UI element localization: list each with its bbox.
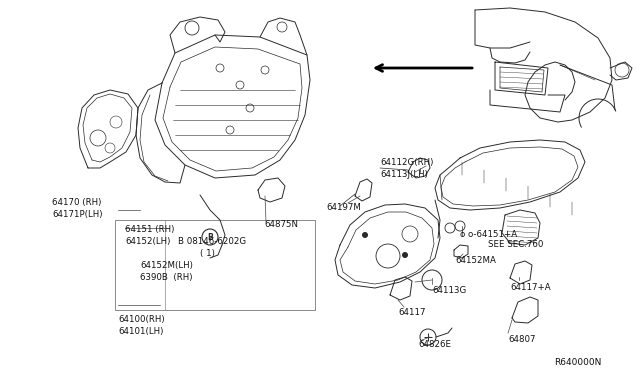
Text: 64807: 64807 (508, 335, 536, 344)
Text: 64151 (RH): 64151 (RH) (125, 225, 174, 234)
Text: 64117: 64117 (398, 308, 426, 317)
Text: 64113G: 64113G (432, 286, 467, 295)
Text: 64101(LH): 64101(LH) (118, 327, 163, 336)
Circle shape (362, 232, 367, 237)
Text: SEE SEC.760: SEE SEC.760 (488, 240, 543, 249)
Text: R640000N: R640000N (554, 358, 602, 367)
Text: 64152MA: 64152MA (455, 256, 496, 265)
Text: 64152(LH): 64152(LH) (125, 237, 170, 246)
Text: 64112G(RH): 64112G(RH) (380, 158, 433, 167)
Text: 64113J(LH): 64113J(LH) (380, 170, 428, 179)
Text: 64171P(LH): 64171P(LH) (52, 210, 102, 219)
Text: 64100(RH): 64100(RH) (118, 315, 164, 324)
Text: 64152M(LH): 64152M(LH) (140, 261, 193, 270)
Text: B 08146-6202G: B 08146-6202G (178, 237, 246, 246)
Text: 64826E: 64826E (418, 340, 451, 349)
Text: B: B (207, 232, 213, 241)
Text: 6390B  (RH): 6390B (RH) (140, 273, 193, 282)
Text: 64117+A: 64117+A (510, 283, 550, 292)
Circle shape (403, 253, 408, 257)
Text: 64170 (RH): 64170 (RH) (52, 198, 101, 207)
Bar (115, 220, 315, 310)
Text: 64875N: 64875N (264, 220, 298, 229)
Text: ( 1): ( 1) (200, 249, 215, 258)
Text: o o-64151+A: o o-64151+A (460, 230, 517, 239)
Text: 64197M: 64197M (326, 203, 361, 212)
